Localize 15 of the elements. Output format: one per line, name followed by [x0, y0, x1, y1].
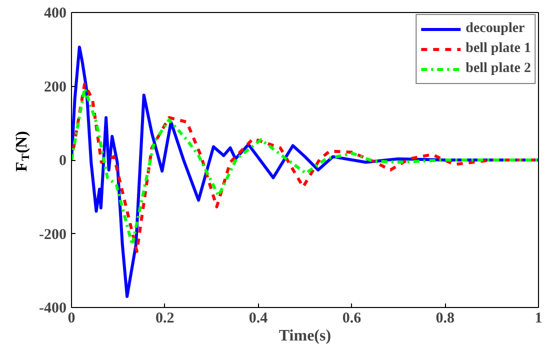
x-axis-title: Time(s) [278, 328, 332, 344]
legend-label: bell plate 1 [466, 41, 531, 57]
legend-label: decoupler [466, 21, 525, 37]
y-tick-label: -200 [39, 226, 67, 243]
x-tick-label: 0.6 [342, 310, 362, 326]
x-tick-label: 0.2 [156, 310, 174, 326]
x-tick-label: 1 [534, 310, 542, 326]
legend-label: bell plate 2 [466, 61, 531, 77]
x-tick-label: 0.8 [436, 310, 454, 326]
y-axis-title: FT(N) [14, 131, 32, 172]
y-tick-label: 400 [44, 6, 66, 22]
y-tick-label: -400 [39, 300, 67, 316]
x-tick-label: 0.4 [248, 310, 268, 326]
y-tick-label: 0 [59, 153, 66, 169]
y-tick-label: 200 [44, 79, 66, 96]
